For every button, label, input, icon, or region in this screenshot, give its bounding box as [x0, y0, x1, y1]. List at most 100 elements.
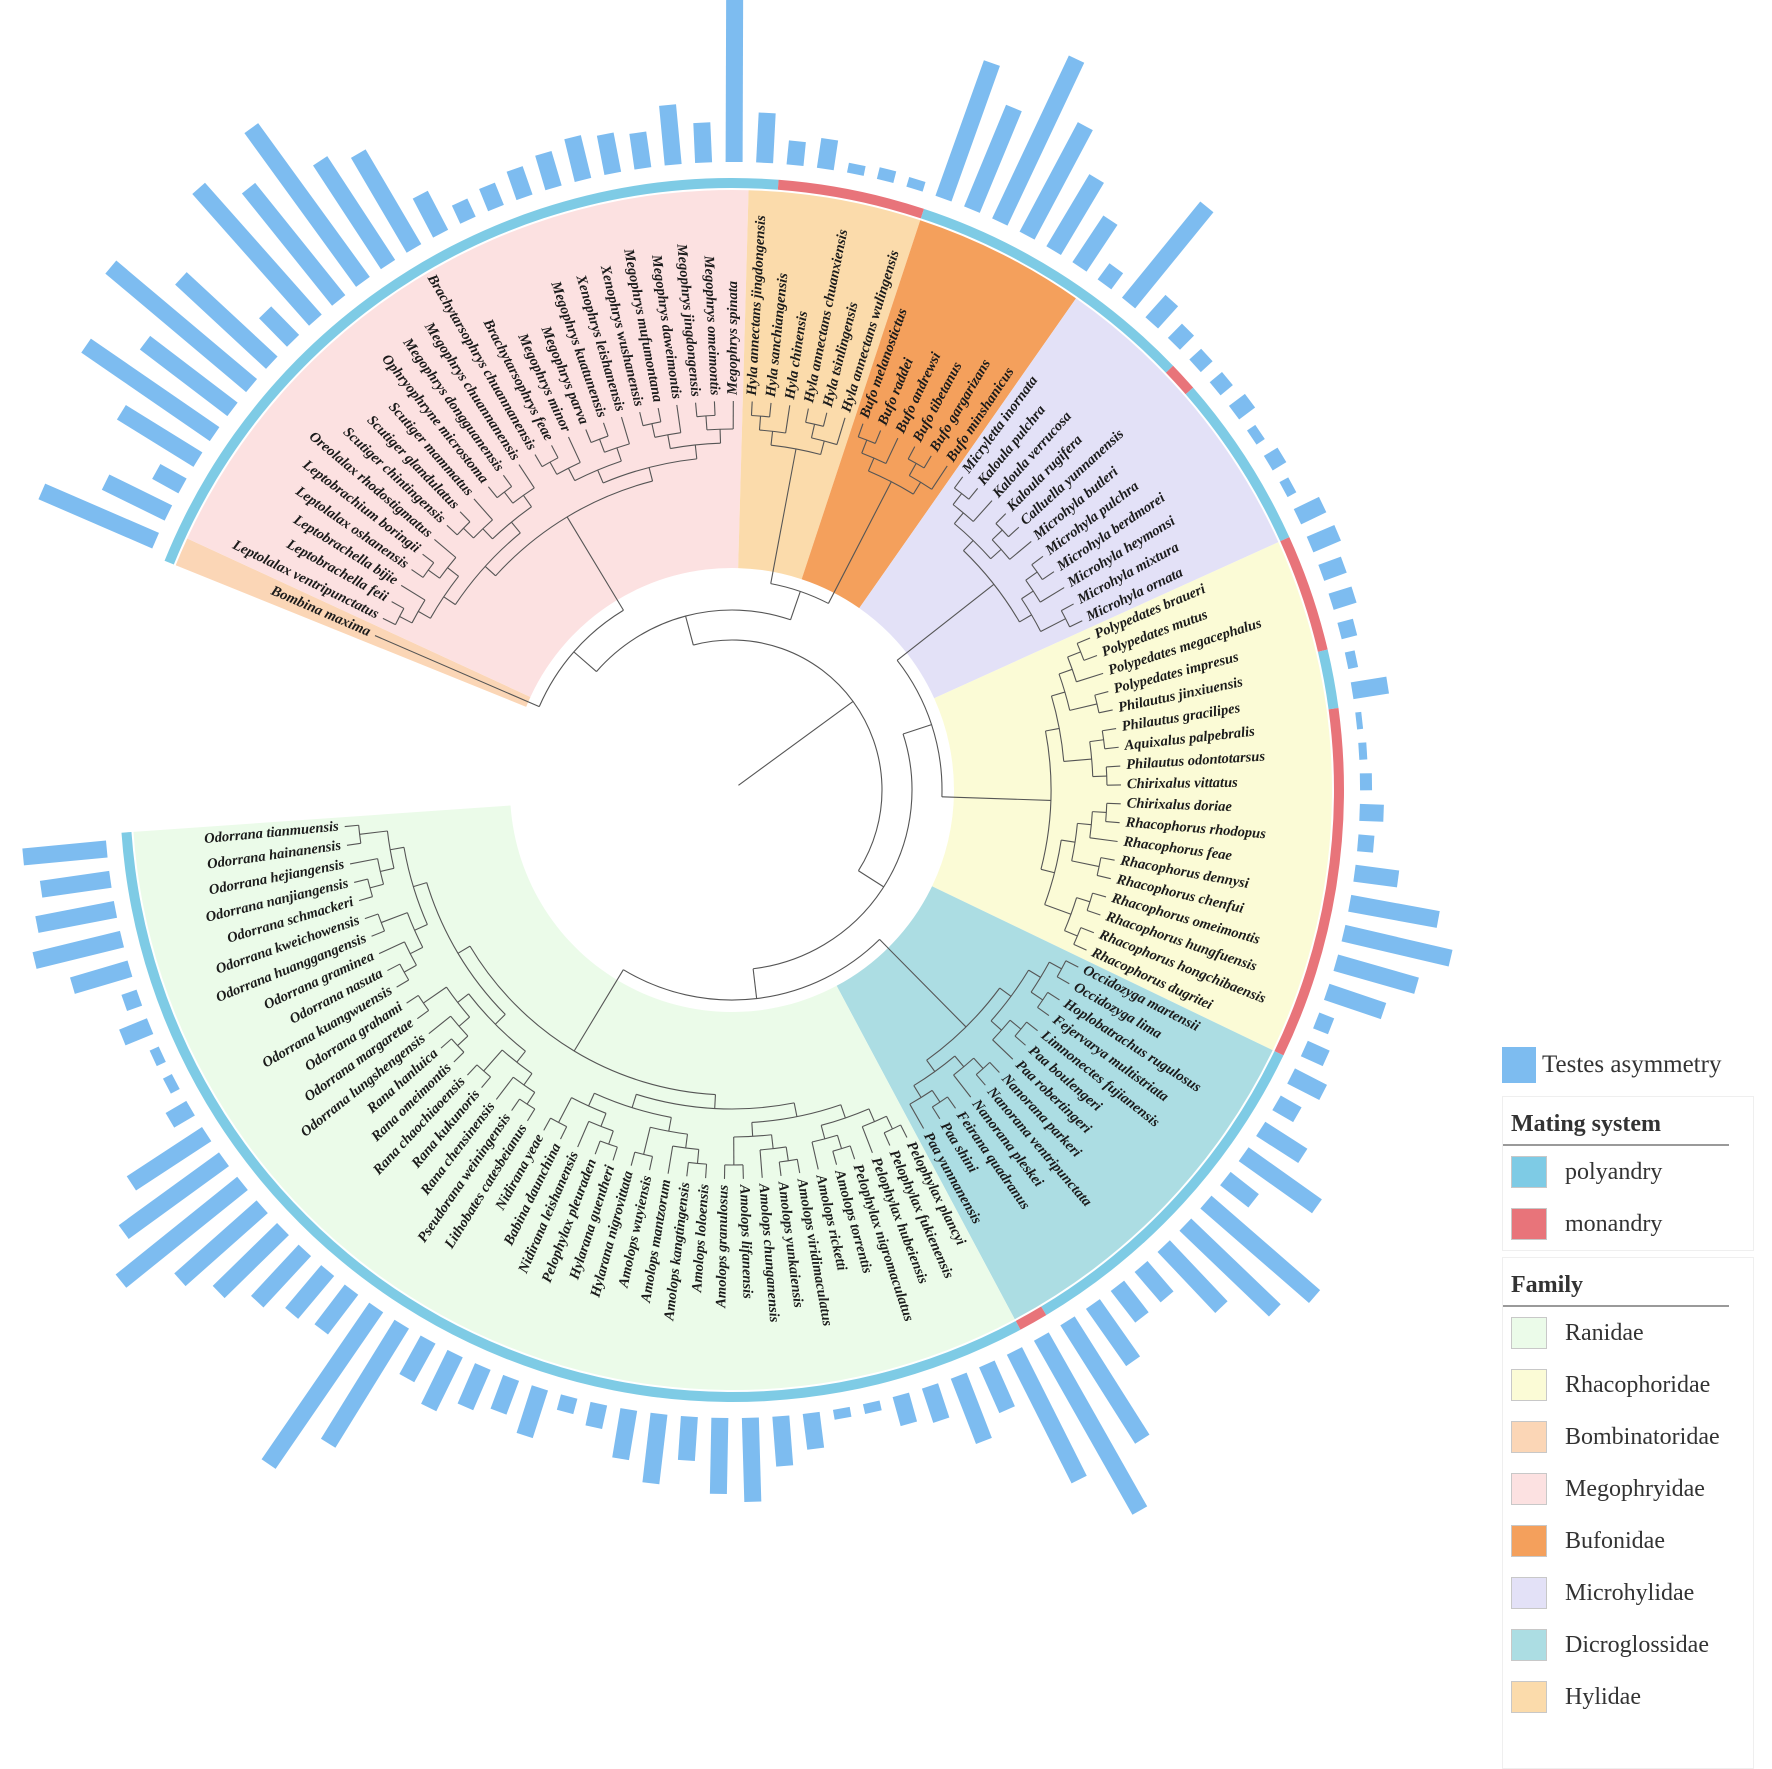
asymmetry-bar	[605, 134, 613, 173]
asymmetry-bar	[750, 1418, 752, 1502]
legend-item: monandry	[1503, 1198, 1753, 1250]
asymmetry-bar	[1152, 301, 1172, 323]
asymmetry-bar	[35, 939, 122, 960]
asymmetry-bar	[651, 1414, 659, 1484]
asymmetry-bar	[429, 1354, 455, 1408]
legend-item: Microhylidae	[1503, 1567, 1753, 1619]
legend-label: Megophryidae	[1565, 1476, 1705, 1503]
asymmetry-bar	[1117, 1286, 1142, 1318]
asymmetry-bar	[156, 471, 182, 486]
asymmetry-bar	[1079, 220, 1110, 267]
branch-arc	[693, 640, 882, 871]
legend-label: Hylidae	[1565, 1684, 1641, 1711]
asymmetry-bar	[565, 1397, 569, 1412]
branch-stem	[903, 725, 932, 734]
asymmetry-bar	[122, 1026, 150, 1037]
asymmetry-bar	[1129, 207, 1207, 303]
legend: Testes asymmetry Mating system polyandry…	[1502, 1040, 1764, 1769]
asymmetry-bar	[525, 1388, 540, 1436]
megophryidae-swatch	[1511, 1473, 1547, 1505]
branch-stem	[791, 591, 801, 619]
branch-stem	[686, 616, 694, 645]
asymmetry-bar	[1284, 485, 1293, 490]
asymmetry-bar	[930, 1386, 941, 1420]
asymmetry-bar	[1067, 1321, 1142, 1439]
asymmetry-bar	[1291, 1076, 1323, 1092]
asymmetry-bar	[885, 169, 888, 181]
asymmetry-bar	[573, 137, 583, 180]
asymmetry-bar	[901, 1395, 909, 1424]
asymmetry-bar	[153, 1054, 162, 1058]
legend-label: Rhacophoridae	[1565, 1372, 1710, 1399]
asymmetry-bar	[1336, 963, 1417, 986]
asymmetry-bar	[487, 186, 496, 208]
testes-swatch	[1502, 1047, 1536, 1083]
asymmetry-bar	[72, 969, 130, 986]
asymmetry-bar	[1261, 1129, 1303, 1156]
legend-label: monandry	[1565, 1211, 1662, 1238]
asymmetry-bar	[638, 133, 643, 169]
asymmetry-bar	[1174, 330, 1188, 344]
tip-label: Amolops granulosus	[713, 1184, 731, 1309]
asymmetry-bar	[167, 1082, 176, 1087]
branch-stem	[858, 871, 883, 887]
legend-label: Dicroglossidae	[1565, 1632, 1709, 1659]
branch-stem	[753, 969, 757, 999]
legend-item: polyandry	[1503, 1146, 1753, 1198]
microhylidae-swatch	[1511, 1577, 1547, 1609]
tip-label: Amolops lifanensis	[736, 1184, 755, 1300]
asymmetry-bar	[686, 1417, 689, 1461]
legend-label: polyandry	[1565, 1159, 1662, 1186]
tip-label: Chirixalus vittatus	[1127, 775, 1238, 792]
asymmetry-bar	[460, 202, 468, 220]
asymmetry-bar	[106, 482, 169, 513]
asymmetry-bar	[1093, 1304, 1133, 1361]
branch-stem	[714, 401, 715, 415]
asymmetry-bar	[498, 1378, 511, 1412]
asymmetry-bar	[914, 180, 917, 190]
asymmetry-bar	[1225, 1179, 1253, 1201]
asymmetry-bar	[23, 849, 107, 857]
asymmetry-bar	[1331, 595, 1354, 602]
asymmetry-bar	[702, 123, 704, 163]
asymmetry-bar	[1304, 1049, 1326, 1059]
branch-stem	[1093, 776, 1107, 777]
asymmetry-bar	[1343, 933, 1450, 958]
asymmetry-bar	[170, 1108, 191, 1120]
asymmetry-bar	[1356, 720, 1362, 721]
asymmetry-bar	[621, 1409, 629, 1458]
asymmetry-bar	[420, 195, 440, 234]
asymmetry-bar	[1185, 1225, 1275, 1311]
legend-item: Hylidae	[1503, 1671, 1753, 1723]
asymmetry-bar	[959, 1376, 984, 1441]
asymmetry-bar	[1316, 1020, 1331, 1026]
rhacophoridae-swatch	[1511, 1369, 1547, 1401]
legend-item: Dicroglossidae	[1503, 1619, 1753, 1671]
asymmetry-bar	[1310, 533, 1338, 545]
legend-testes-row: Testes asymmetry	[1502, 1040, 1764, 1090]
asymmetry-bar	[124, 998, 139, 1003]
asymmetry-bar	[594, 1404, 599, 1427]
asymmetry-bar	[841, 1408, 843, 1418]
legend-item: Megophryidae	[1503, 1463, 1753, 1515]
tip-label: Megophrys spinata	[725, 281, 741, 396]
asymmetry-bar	[1141, 1267, 1167, 1297]
branch-arc	[753, 734, 912, 969]
asymmetry-bar	[543, 153, 553, 188]
asymmetry-bar	[795, 141, 797, 165]
bombinatoridae-swatch	[1511, 1421, 1547, 1453]
asymmetry-bar	[181, 278, 272, 362]
branch-stem	[715, 1095, 716, 1109]
asymmetry-bar	[1358, 843, 1374, 844]
asymmetry-bar	[292, 1271, 328, 1314]
asymmetry-bar	[781, 1416, 785, 1466]
asymmetry-bar	[407, 1340, 428, 1379]
legend-label: Ranidae	[1565, 1320, 1644, 1347]
ranidae-swatch	[1511, 1317, 1547, 1349]
dicroglossidae-swatch	[1511, 1629, 1547, 1661]
asymmetry-bar	[328, 1324, 402, 1443]
asymmetry-bar	[1234, 401, 1250, 413]
asymmetry-bar	[825, 139, 829, 169]
asymmetry-bar	[1104, 268, 1116, 284]
